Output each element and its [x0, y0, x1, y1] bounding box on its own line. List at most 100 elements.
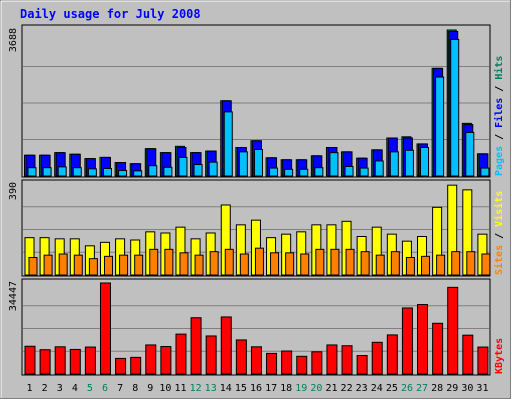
sites-bar-11: [179, 252, 189, 276]
kbytes-bar-19: [296, 355, 308, 375]
pages-bar-9: [148, 165, 158, 177]
pages-bar-30: [465, 131, 475, 177]
pages-bar-18: [284, 168, 294, 177]
kbytes-bar-13: [205, 335, 217, 375]
day-label-8: 8: [132, 383, 138, 394]
sites-bar-21: [330, 248, 340, 276]
kbytes-bar-12: [190, 317, 202, 375]
pages-bar-17: [269, 167, 279, 177]
sites-bar-22: [345, 248, 355, 276]
sites-bar-2: [43, 254, 53, 276]
kbytes-bar-15: [235, 339, 247, 375]
sites-bar-26: [405, 257, 415, 276]
sites-bar-25: [390, 251, 400, 276]
kbytes-bar-2: [39, 349, 51, 375]
pages-bar-16: [253, 148, 263, 177]
pages-bar-6: [102, 167, 112, 177]
pages-bar-24: [374, 160, 384, 177]
sites-bar-18: [285, 252, 295, 276]
day-label-16: 16: [250, 383, 262, 394]
chart-title: Daily usage for July 2008: [20, 7, 201, 21]
pages-bar-12: [193, 164, 203, 177]
kbytes-bar-29: [447, 286, 459, 375]
kbytes-bar-1: [24, 345, 36, 375]
legend-separator-1: /: [494, 128, 505, 146]
day-label-11: 11: [174, 383, 186, 394]
pages-bar-22: [344, 165, 354, 177]
kbytes-bar-27: [417, 304, 429, 375]
top-max-label: 3688: [8, 28, 19, 52]
sites-bar-1: [28, 257, 38, 276]
sites-bar-31: [481, 253, 491, 276]
day-label-23: 23: [356, 383, 368, 394]
pages-bar-8: [133, 170, 143, 177]
kbytes-bar-23: [356, 355, 368, 375]
sites-bar-23: [360, 251, 370, 276]
kbytes-bar-21: [326, 344, 338, 375]
sites-bar-8: [134, 254, 144, 276]
middle-max-label: 390: [8, 182, 19, 200]
sites-bar-30: [466, 251, 476, 276]
pages-bar-23: [359, 167, 369, 177]
kbytes-bar-8: [130, 356, 142, 375]
day-label-1: 1: [27, 383, 33, 394]
pages-bar-26: [404, 149, 414, 177]
pages-bar-10: [163, 166, 173, 177]
pages-bar-1: [27, 167, 37, 177]
day-label-28: 28: [431, 383, 443, 394]
sites-bar-10: [164, 248, 174, 276]
bottom-legend: KBytes: [494, 338, 505, 374]
day-label-31: 31: [476, 383, 488, 394]
sites-bar-19: [300, 253, 310, 276]
sites-bar-24: [375, 254, 385, 276]
legend-hits: Hits: [493, 56, 505, 80]
kbytes-bar-5: [84, 346, 96, 375]
sites-bar-16: [254, 247, 264, 276]
day-label-29: 29: [446, 383, 458, 394]
kbytes-bar-11: [175, 333, 187, 375]
kbytes-bar-3: [54, 346, 66, 375]
day-label-5: 5: [87, 383, 93, 394]
kbytes-bar-4: [69, 348, 81, 375]
middle-legend: Sites / Visits: [493, 191, 505, 275]
legend-pages: Pages: [494, 146, 505, 176]
day-label-2: 2: [42, 383, 48, 394]
legend-visits: Visits: [493, 191, 505, 227]
pages-bar-19: [299, 168, 309, 177]
day-label-4: 4: [72, 383, 78, 394]
pages-bar-20: [314, 167, 324, 177]
day-label-14: 14: [220, 383, 232, 394]
sites-bar-12: [194, 254, 204, 276]
sites-bar-29: [451, 251, 461, 276]
day-label-6: 6: [102, 383, 108, 394]
bottom-max-label: 34447: [8, 281, 19, 311]
day-label-12: 12: [190, 383, 202, 394]
pages-bar-4: [72, 167, 82, 177]
sites-bar-27: [421, 255, 431, 276]
day-label-20: 20: [310, 383, 322, 394]
sites-bar-17: [270, 252, 280, 276]
sites-bar-3: [58, 253, 68, 276]
pages-bar-11: [178, 156, 188, 177]
pages-bar-25: [389, 151, 399, 177]
sites-bar-4: [73, 254, 83, 276]
sites-bar-28: [436, 254, 446, 276]
day-label-24: 24: [371, 383, 383, 394]
pages-bar-7: [118, 169, 128, 177]
kbytes-bar-20: [311, 351, 323, 375]
pages-bar-28: [435, 76, 445, 177]
day-label-21: 21: [325, 383, 337, 394]
pages-bar-13: [208, 161, 218, 177]
day-label-26: 26: [401, 383, 413, 394]
day-label-15: 15: [235, 383, 247, 394]
kbytes-bar-31: [477, 346, 489, 375]
sites-bar-15: [239, 253, 249, 276]
day-label-22: 22: [341, 383, 353, 394]
sites-bar-14: [224, 248, 234, 276]
kbytes-bar-25: [386, 334, 398, 375]
legend-sites: Sites: [493, 245, 505, 275]
day-label-19: 19: [295, 383, 307, 394]
day-label-17: 17: [265, 383, 277, 394]
day-label-9: 9: [147, 383, 153, 394]
